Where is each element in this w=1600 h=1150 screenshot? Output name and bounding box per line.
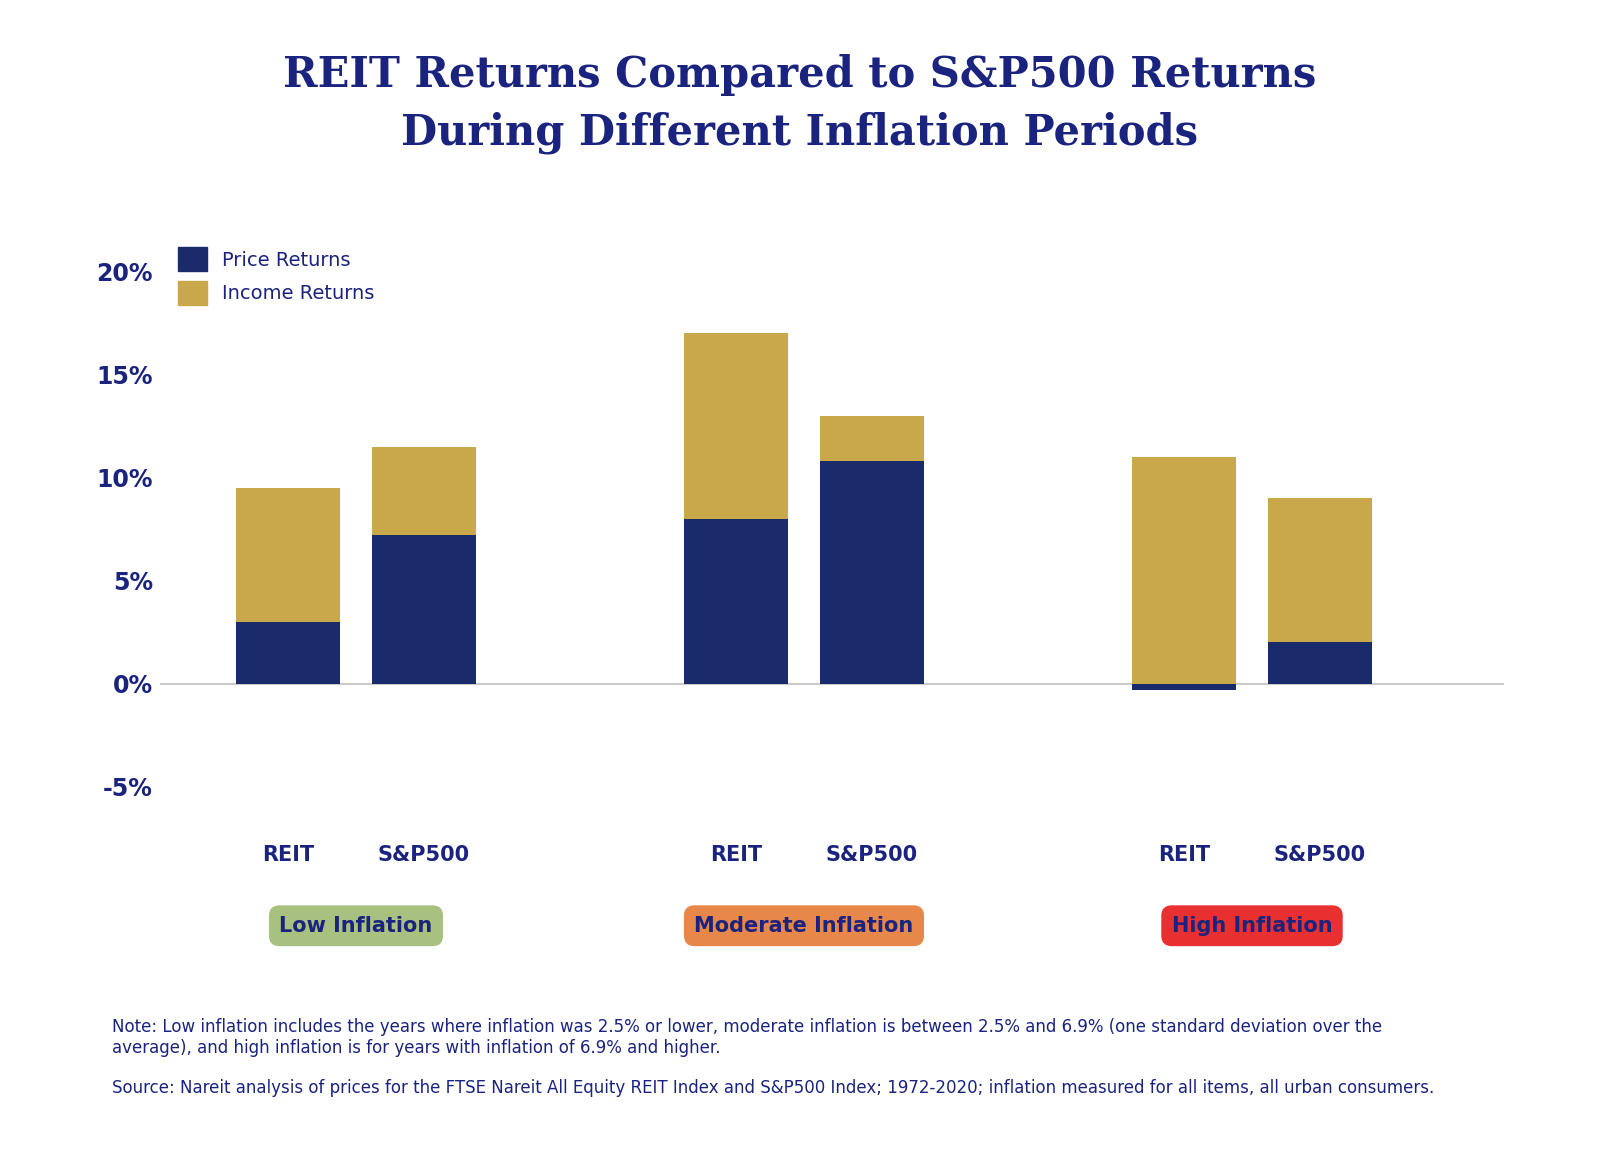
Bar [371, 535, 477, 683]
Bar [371, 446, 477, 535]
Text: Source: Nareit analysis of prices for the FTSE Nareit All Equity REIT Index and : Source: Nareit analysis of prices for th… [112, 1079, 1434, 1097]
Bar [1267, 498, 1373, 643]
Text: Low Inflation: Low Inflation [280, 915, 432, 936]
Bar [1267, 643, 1373, 683]
Legend: Price Returns, Income Returns: Price Returns, Income Returns [170, 239, 382, 313]
Text: REIT Returns Compared to S&P500 Returns: REIT Returns Compared to S&P500 Returns [283, 54, 1317, 95]
Bar [237, 622, 339, 683]
Bar [819, 415, 925, 461]
Bar [685, 519, 787, 683]
Text: During Different Inflation Periods: During Different Inflation Periods [402, 112, 1198, 153]
Bar [819, 461, 925, 683]
Text: Note: Low inflation includes the years where inflation was 2.5% or lower, modera: Note: Low inflation includes the years w… [112, 1018, 1382, 1057]
Bar [1133, 683, 1235, 690]
Text: High Inflation: High Inflation [1171, 915, 1333, 936]
Bar [237, 488, 339, 622]
Text: Moderate Inflation: Moderate Inflation [694, 915, 914, 936]
Bar [685, 334, 787, 519]
Bar [1133, 457, 1235, 683]
